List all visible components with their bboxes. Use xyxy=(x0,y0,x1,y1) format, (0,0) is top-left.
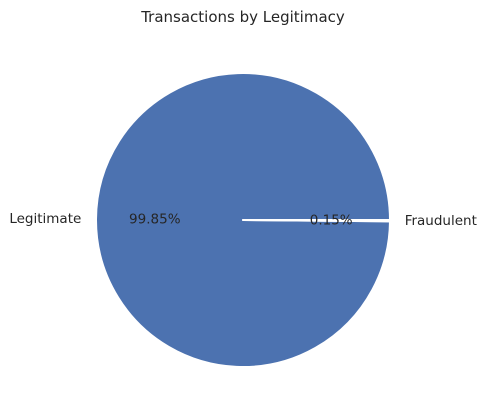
pie-slice-labels: Legitimate Fraudulent xyxy=(9,211,477,229)
slice-percent-fraudulent: 0.15% xyxy=(310,212,353,228)
slice-percent-legitimate: 99.85% xyxy=(129,212,181,228)
slice-label-fraudulent: Fraudulent xyxy=(405,213,477,229)
pie-percent-labels: 99.85% 0.15% xyxy=(129,212,353,229)
pie-slices xyxy=(95,71,391,368)
pie-slice-fraudulent xyxy=(242,219,391,223)
chart-title: Transactions by Legitimacy xyxy=(140,8,345,26)
slice-label-legitimate: Legitimate xyxy=(9,211,81,227)
